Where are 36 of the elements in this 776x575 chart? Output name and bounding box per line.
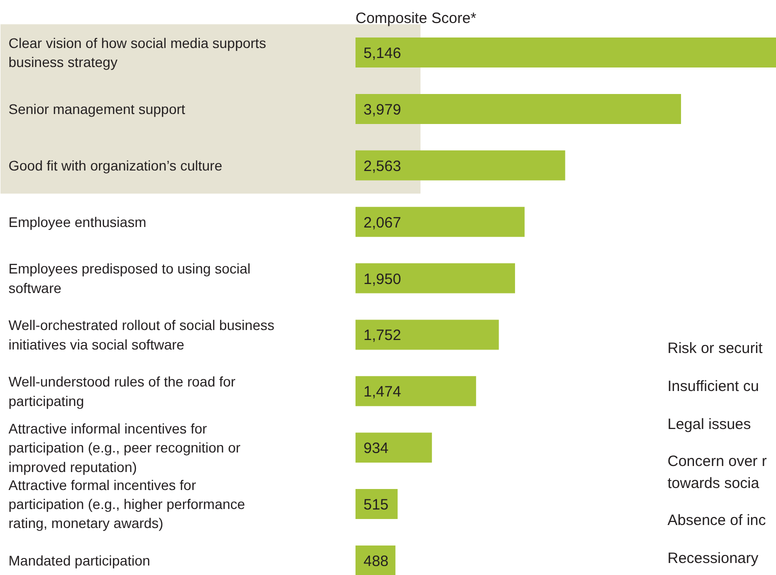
y-tick-label: Employee enthusiasm [8, 214, 146, 230]
bar [356, 206, 525, 237]
y-tick-label: Well-understood rules of the road for participating [8, 374, 236, 409]
bar [356, 263, 516, 294]
text: Composite Score* [356, 10, 477, 27]
bar [356, 320, 499, 350]
bar [356, 489, 398, 520]
y-tick-label: Senior management support [8, 100, 186, 117]
y-tick-label: Attractive formal incentives for participation (e.g., higher performance rating, monetary awards) [8, 476, 246, 532]
data-label: 1,752 [364, 327, 402, 344]
annotation: Legal issues [668, 416, 751, 433]
data-label: 2,563 [364, 158, 402, 175]
data-label: 934 [364, 440, 389, 458]
data-label: 1,950 [364, 270, 402, 288]
annotation: Risk or securit [668, 340, 764, 357]
data-label: 3,979 [364, 101, 402, 118]
y-tick-label: Well-orchestrated rollout of social business initiatives via social software [8, 317, 274, 352]
annotation: Concern over r towards socia [668, 452, 767, 492]
bar [356, 150, 566, 180]
data-label: 515 [364, 496, 389, 514]
bar [356, 38, 776, 68]
bar [356, 94, 682, 124]
y-tick-label: Good fit with organization’s culture [8, 157, 222, 174]
data-label: 2,067 [364, 214, 402, 232]
annotation: Absence of inc [668, 512, 766, 529]
bar [356, 376, 476, 406]
y-tick-label: Mandated participation [8, 552, 150, 568]
data-label: 488 [364, 553, 389, 570]
data-label: 1,474 [364, 384, 402, 401]
annotation: Insufficient cu [668, 378, 759, 395]
annotation: Recessionary [668, 550, 759, 567]
y-tick-label: Employees predisposed to using social software [8, 260, 251, 296]
bar [356, 432, 432, 463]
data-label: 5,146 [364, 45, 402, 62]
y-tick-label: Clear vision of how social media supports business strategy [8, 34, 266, 70]
y-tick-label: Attractive informal incentives for participation (e.g., peer recognition or improved reputation) [8, 420, 241, 475]
